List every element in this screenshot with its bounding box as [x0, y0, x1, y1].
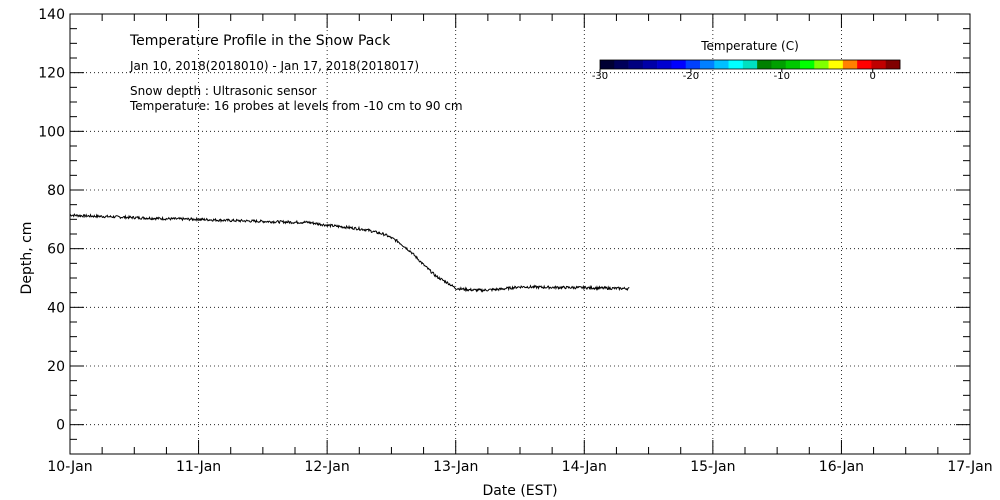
y-tick-label: 0: [56, 418, 65, 434]
colorbar-cell: [771, 60, 787, 69]
colorbar-cell: [700, 60, 715, 69]
temperature-colorbar: Temperature (C) -30 -20 -10 0: [592, 39, 901, 82]
y-tick-label: 120: [38, 66, 65, 82]
colorbar-cell: [742, 60, 758, 69]
colorbar-cells: [599, 59, 901, 70]
colorbar-cell: [657, 60, 672, 69]
plot-frame: [69, 13, 971, 455]
note-temperature: Temperature: 16 probes at levels from -1…: [129, 99, 463, 113]
x-tick-label: 12-Jan: [305, 459, 350, 475]
x-tick-labels: 10-Jan 11-Jan 12-Jan 13-Jan 14-Jan 15-Jan 16-J…: [47, 459, 992, 475]
x-tick-label: 15-Jan: [690, 459, 735, 475]
y-tick-label: 40: [47, 300, 65, 316]
colorbar-cell: [885, 60, 901, 69]
y-tick-label: 60: [47, 242, 65, 258]
colorbar-tick-label: -10: [774, 71, 790, 82]
colorbar-cell: [828, 60, 844, 69]
colorbar-cell: [785, 60, 801, 69]
colorbar-cell: [642, 60, 658, 69]
colorbar-labels: -30 -20 -10 0: [592, 69, 876, 82]
colorbar-tick-label: -30: [592, 71, 608, 82]
colorbar-cell: [814, 60, 829, 69]
colorbar-cell: [685, 60, 701, 69]
colorbar-cell: [628, 60, 644, 69]
colorbar-cell: [842, 60, 858, 69]
grid-lines: [70, 13, 970, 454]
colorbar-cell: [671, 60, 687, 69]
colorbar-cell: [614, 60, 629, 69]
y-tick-labels: 0 20 40 60 80 100 120 140: [38, 7, 65, 434]
colorbar-cell: [871, 60, 887, 69]
note-snow-depth: Snow depth : Ultrasonic sensor: [130, 84, 317, 98]
x-axis-label: Date (EST): [482, 483, 557, 499]
colorbar-cell: [800, 60, 815, 69]
y-tick-label: 80: [47, 183, 65, 199]
x-tick-label: 13-Jan: [433, 459, 478, 475]
x-tick-label: 16-Jan: [819, 459, 864, 475]
chart-title: Temperature Profile in the Snow Pack: [129, 33, 391, 49]
colorbar-tick-label: 0: [870, 71, 876, 82]
axis-ticks: [69, 13, 971, 455]
colorbar-cell: [757, 60, 772, 69]
colorbar-cell: [714, 60, 729, 69]
chart-subtitle: Jan 10, 2018(2018010) - Jan 17, 2018(201…: [129, 59, 419, 73]
x-tick-label: 10-Jan: [47, 459, 92, 475]
y-tick-label: 20: [47, 359, 65, 375]
x-tick-label: 17-Jan: [947, 459, 992, 475]
x-tick-label: 14-Jan: [562, 459, 607, 475]
colorbar-cell: [728, 60, 744, 69]
snow-depth-line: [69, 213, 630, 293]
colorbar-border: [599, 59, 901, 70]
colorbar-title: Temperature (C): [700, 39, 799, 53]
y-tick-label: 140: [38, 7, 65, 23]
y-axis-label: Depth, cm: [19, 222, 35, 295]
colorbar-cell: [600, 60, 615, 69]
x-tick-label: 11-Jan: [176, 459, 221, 475]
colorbar-tick-label: -20: [683, 71, 699, 82]
colorbar-cell: [857, 60, 872, 69]
y-tick-label: 100: [38, 124, 65, 140]
